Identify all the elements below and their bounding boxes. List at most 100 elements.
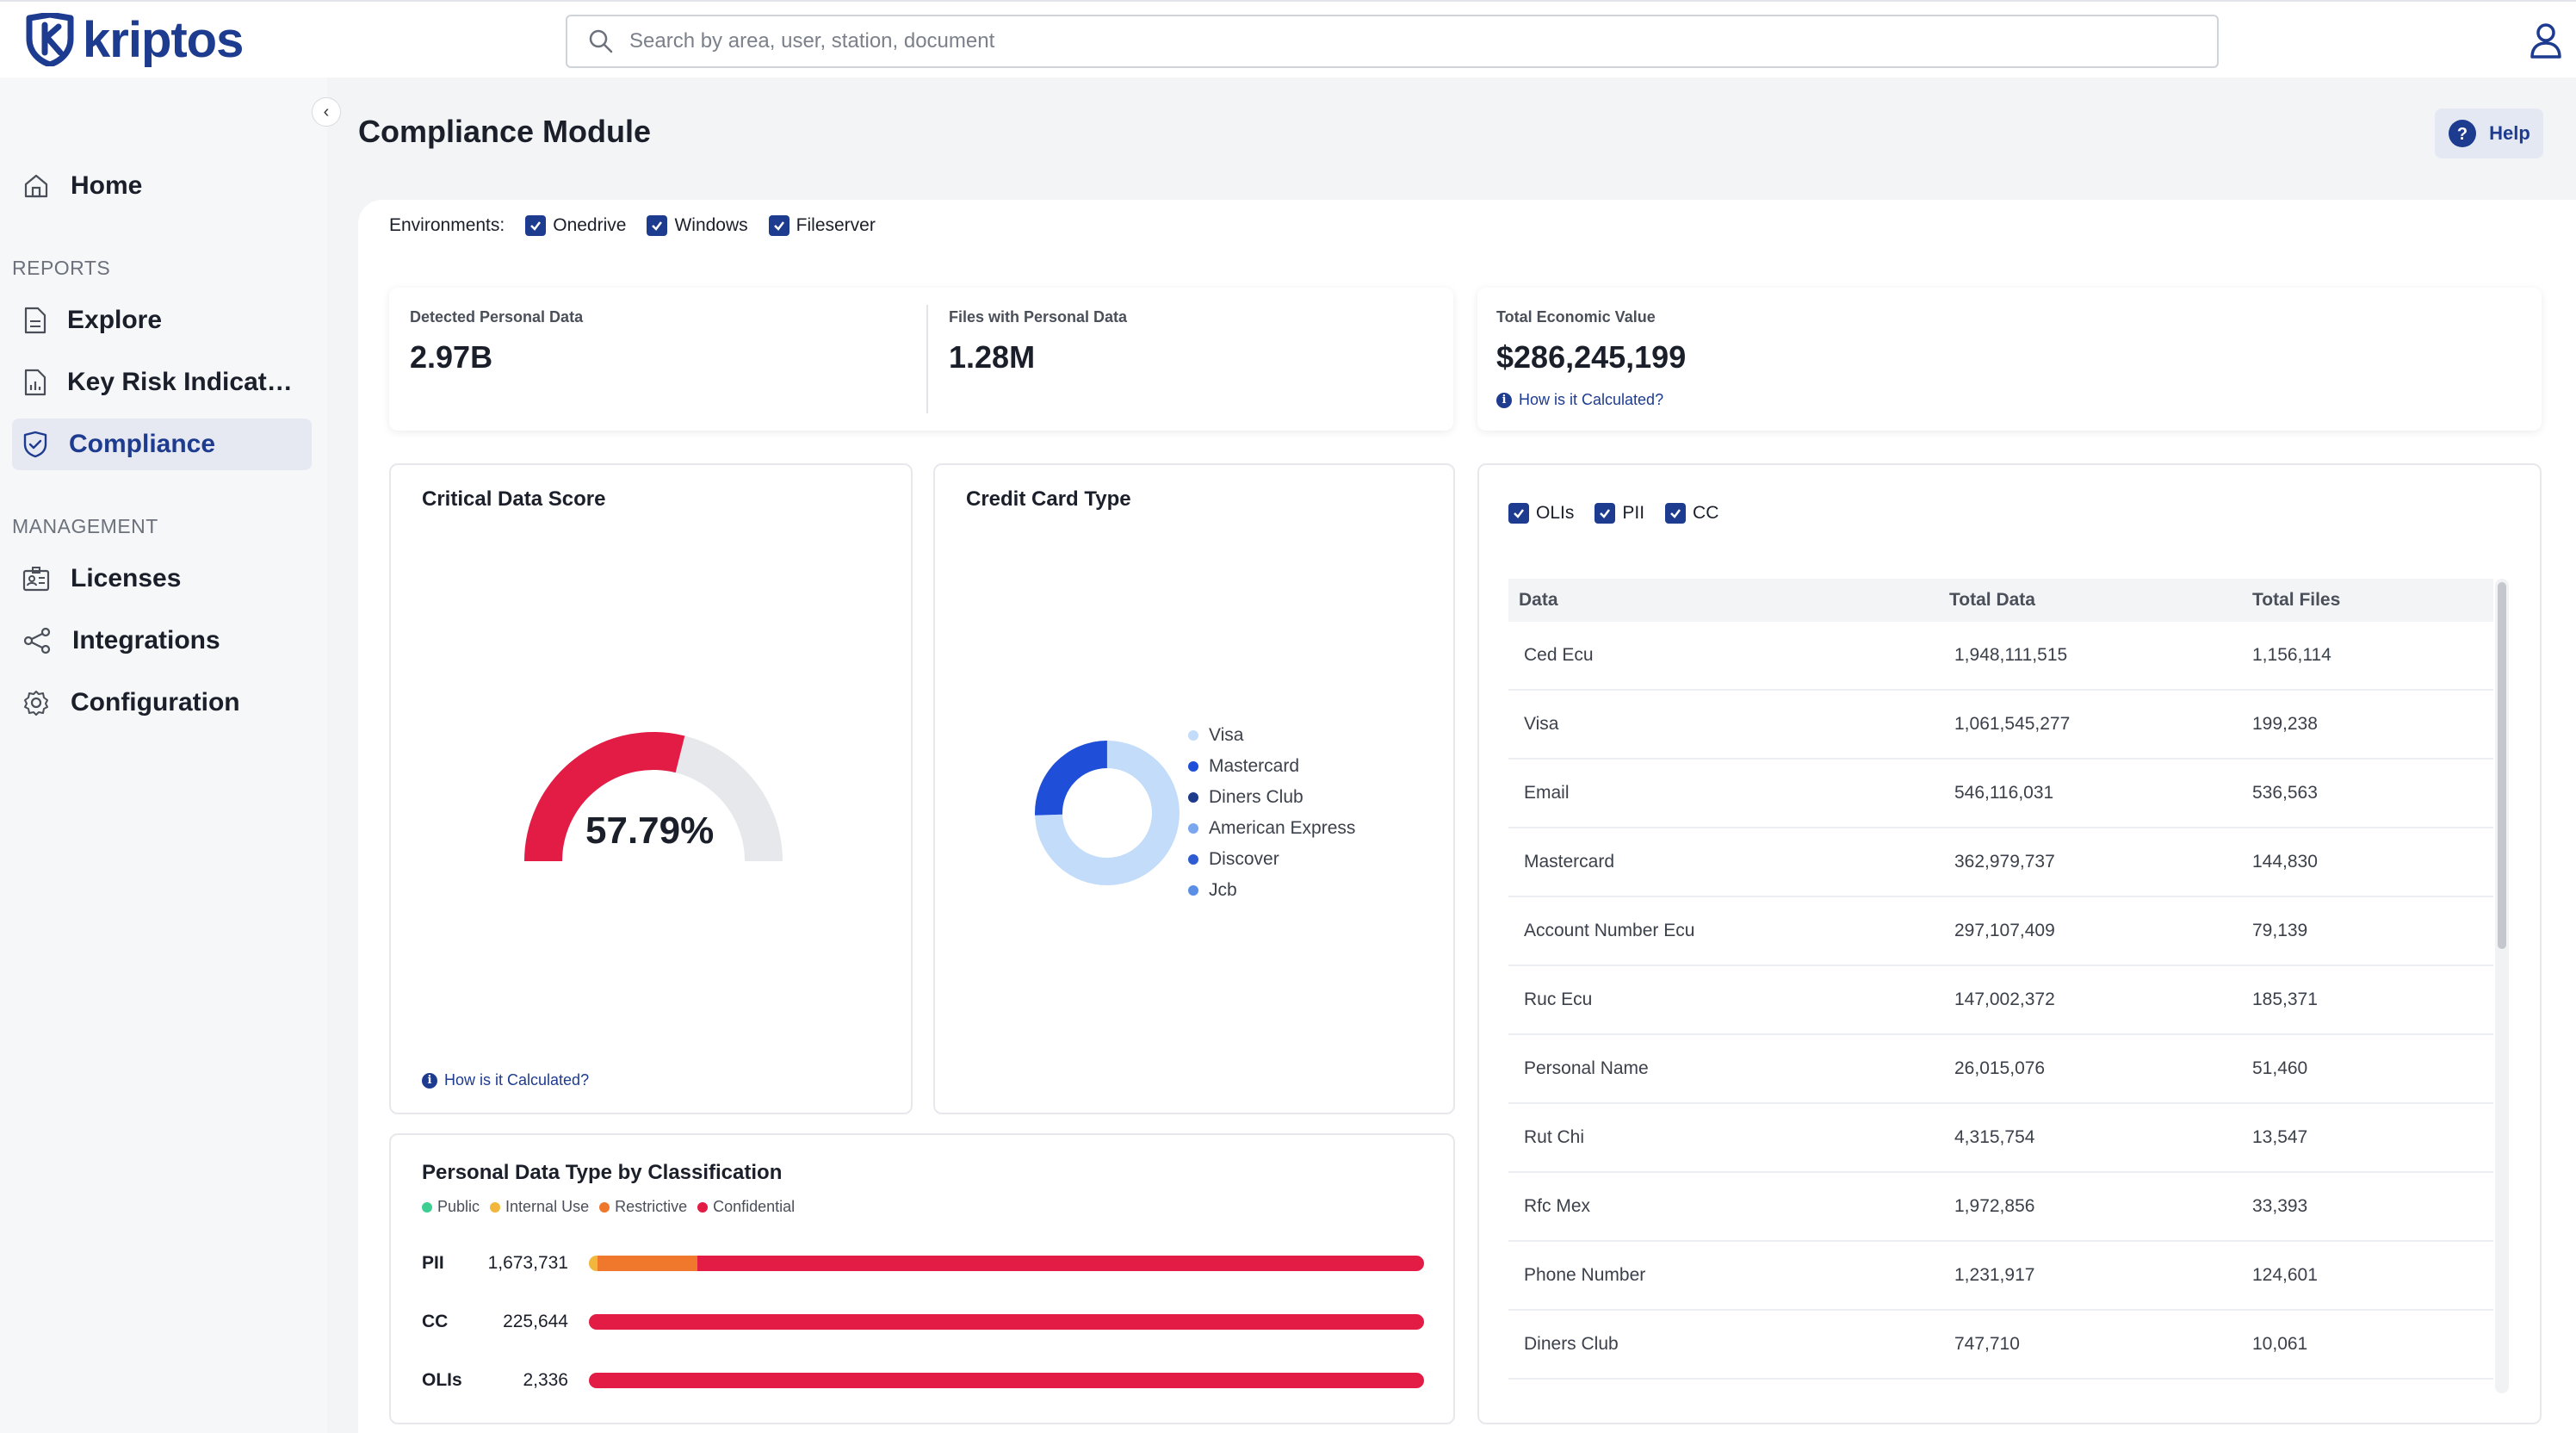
- classification-legend: Public Internal Use Restrictive Confiden…: [422, 1198, 795, 1216]
- sidebar-item-label: Licenses: [71, 564, 182, 592]
- search-bar[interactable]: [566, 15, 2219, 68]
- cell-total-data: 297,107,409: [1954, 921, 2055, 940]
- sidebar-item-licenses[interactable]: Licenses: [12, 553, 312, 605]
- personal-data-table: Data Total Data Total Files Ced Ecu 1,948…: [1508, 579, 2493, 1380]
- shield-check-icon: [23, 431, 47, 458]
- help-circle-icon: ?: [2449, 120, 2477, 147]
- table-row[interactable]: Rfc Mex 1,972,856 33,393: [1508, 1173, 2493, 1242]
- critical-score-value: 57.79%: [585, 810, 715, 852]
- user-account-button[interactable]: [2524, 19, 2567, 62]
- sidebar-item-label: Key Risk Indicators: [67, 368, 300, 396]
- critical-data-score-title: Critical Data Score: [422, 487, 606, 511]
- env-windows-checkbox[interactable]: Windows: [647, 215, 748, 236]
- document-icon: [24, 307, 46, 334]
- table-row[interactable]: Rut Chi 4,315,754 13,547: [1508, 1104, 2493, 1173]
- classification-row-cc: CC 225,644: [422, 1309, 1424, 1335]
- top-bar: kriptos: [0, 0, 2576, 78]
- cell-total-data: 747,710: [1954, 1334, 2020, 1354]
- cell-total-data: 4,315,754: [1954, 1127, 2035, 1147]
- row-name: CC: [422, 1312, 449, 1331]
- sidebar-item-label: Integrations: [72, 626, 220, 654]
- bar-segment-internal-use: [589, 1256, 598, 1271]
- checkbox-checked-icon: [1595, 503, 1616, 524]
- cell-total-data: 1,231,917: [1954, 1265, 2035, 1285]
- env-onedrive-checkbox[interactable]: Onedrive: [525, 215, 626, 236]
- sidebar-item-integrations[interactable]: Integrations: [12, 615, 312, 667]
- legend-item-discover: Discover: [1188, 844, 1355, 875]
- cell-total-data: 362,979,737: [1954, 852, 2055, 872]
- link-text: How is it Calculated?: [444, 1071, 590, 1089]
- data-table-card: [1477, 463, 2542, 1424]
- cell-data: Mastercard: [1524, 852, 1615, 872]
- env-option-label: Fileserver: [796, 215, 876, 235]
- table-body: Ced Ecu 1,948,111,515 1,156,114 Visa 1,061,5…: [1508, 622, 2493, 1380]
- table-row[interactable]: Phone Number 1,231,917 124,601: [1508, 1242, 2493, 1311]
- table-scroll-thumb[interactable]: [2498, 582, 2506, 949]
- search-icon: [589, 29, 613, 53]
- link-text: How is it Calculated?: [1519, 391, 1664, 408]
- cell-total-files: 51,460: [2252, 1058, 2308, 1078]
- checkbox-checked-icon: [647, 215, 668, 236]
- table-row[interactable]: Mastercard 362,979,737 144,830: [1508, 828, 2493, 897]
- bar-segment-restrictive: [597, 1256, 698, 1271]
- sidebar-item-label: Home: [71, 171, 143, 200]
- filter-olis-checkbox[interactable]: OLIs: [1508, 503, 1574, 524]
- cell-data: Rfc Mex: [1524, 1196, 1591, 1216]
- legend-item-restrictive: Restrictive: [599, 1198, 687, 1216]
- economic-value-amount: $286,245,199: [1496, 339, 1687, 375]
- sidebar-item-compliance[interactable]: Compliance: [12, 419, 312, 470]
- help-label: Help: [2489, 122, 2530, 144]
- economic-how-calculated-link[interactable]: i How is it Calculated?: [1496, 391, 1663, 409]
- brand-logo[interactable]: kriptos: [26, 12, 244, 68]
- column-header-total-data[interactable]: Total Data: [1949, 590, 2035, 610]
- donut-slice-visa[interactable]: [1035, 741, 1180, 885]
- table-row[interactable]: Personal Name 26,015,076 51,460: [1508, 1035, 2493, 1104]
- info-icon: i: [422, 1072, 437, 1089]
- sidebar: [0, 78, 327, 1433]
- critical-score-gauge: [524, 732, 783, 862]
- sidebar-item-home[interactable]: Home: [12, 160, 312, 212]
- economic-value-kpi-card: Total Economic Value $286,245,199 i How …: [1477, 288, 2542, 431]
- row-name: PII: [422, 1253, 444, 1273]
- page-title: Compliance Module: [358, 114, 652, 149]
- stacked-bar: [589, 1256, 1424, 1271]
- kpi-divider: [926, 305, 928, 413]
- legend-item-diners-club: Diners Club: [1188, 782, 1355, 813]
- help-button[interactable]: ? Help: [2435, 109, 2543, 158]
- donut-slice-mastercard[interactable]: [1035, 741, 1107, 816]
- table-row[interactable]: Ruc Ecu 147,002,372 185,371: [1508, 966, 2493, 1035]
- critical-how-calculated-link[interactable]: i How is it Calculated?: [422, 1071, 589, 1089]
- credit-card-legend: Visa Mastercard Diners Club American Exp…: [1188, 720, 1355, 906]
- credit-card-type-title: Credit Card Type: [966, 487, 1131, 511]
- cell-data: Ced Ecu: [1524, 645, 1594, 665]
- table-row[interactable]: Account Number Ecu 297,107,409 79,139: [1508, 897, 2493, 966]
- cell-data: Visa: [1524, 714, 1559, 734]
- cell-data: Rut Chi: [1524, 1127, 1585, 1147]
- table-row[interactable]: Diners Club 747,710 10,061: [1508, 1311, 2493, 1380]
- sidebar-item-key-risk-indicators[interactable]: Key Risk Indicators: [12, 357, 312, 408]
- env-fileserver-checkbox[interactable]: Fileserver: [768, 215, 876, 236]
- table-row[interactable]: Visa 1,061,545,277 199,238: [1508, 691, 2493, 760]
- filter-pii-checkbox[interactable]: PII: [1595, 503, 1644, 524]
- column-header-total-files[interactable]: Total Files: [2252, 590, 2341, 610]
- cell-total-files: 199,238: [2252, 714, 2318, 734]
- reports-section-title: REPORTS: [12, 257, 111, 279]
- table-row[interactable]: Email 546,116,031 536,563: [1508, 760, 2493, 828]
- cell-total-files: 144,830: [2252, 852, 2318, 872]
- search-input[interactable]: [629, 29, 2179, 53]
- row-name: OLIs: [422, 1370, 462, 1390]
- credit-card-donut-chart: [1035, 741, 1180, 885]
- personal-data-kpi-card: Detected Personal Data 2.97B Files with …: [389, 288, 1453, 431]
- cell-total-data: 546,116,031: [1954, 783, 2054, 803]
- chevron-left-icon: ‹: [323, 102, 330, 121]
- env-option-label: Onedrive: [553, 215, 627, 235]
- table-row[interactable]: Ced Ecu 1,948,111,515 1,156,114: [1508, 622, 2493, 691]
- cell-total-data: 1,972,856: [1954, 1196, 2035, 1216]
- legend-item-public: Public: [422, 1198, 480, 1216]
- cell-total-files: 13,547: [2252, 1127, 2308, 1147]
- filter-cc-checkbox[interactable]: CC: [1665, 503, 1718, 524]
- column-header-data[interactable]: Data: [1519, 590, 1558, 610]
- sidebar-item-configuration[interactable]: Configuration: [12, 677, 312, 729]
- sidebar-item-explore[interactable]: Explore: [12, 295, 312, 346]
- sidebar-collapse-button[interactable]: ‹: [312, 97, 341, 127]
